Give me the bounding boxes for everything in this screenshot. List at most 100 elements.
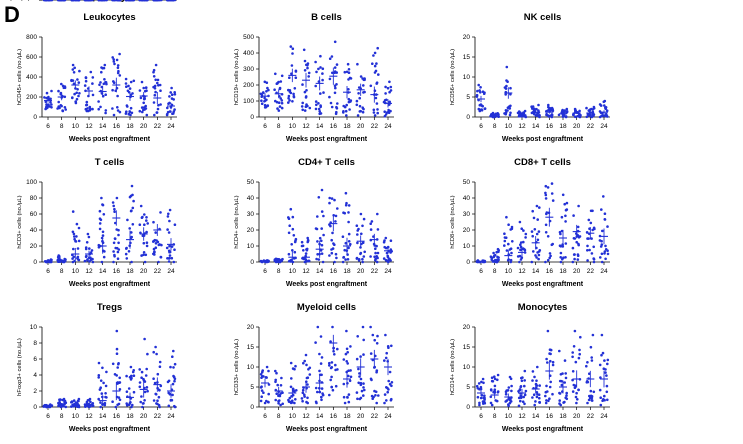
- data-point: [314, 100, 318, 103]
- data-point: [531, 379, 534, 382]
- data-point: [532, 216, 536, 220]
- data-point: [559, 251, 563, 255]
- data-point: [328, 95, 331, 99]
- y-tick-label: 400: [243, 50, 254, 57]
- data-point: [562, 401, 565, 404]
- data-point: [357, 92, 360, 95]
- data-point: [287, 96, 290, 100]
- data-point: [345, 103, 349, 107]
- data-point: [77, 399, 80, 403]
- data-point: [75, 235, 78, 238]
- data-point: [259, 92, 263, 96]
- data-point: [535, 256, 538, 259]
- data-point: [479, 396, 483, 400]
- data-point: [503, 244, 506, 247]
- x-tick-label: 18: [126, 123, 134, 130]
- data-point: [125, 374, 128, 378]
- data-point: [347, 246, 350, 250]
- data-point: [157, 260, 160, 264]
- data-point: [60, 82, 63, 86]
- data-point: [170, 256, 174, 260]
- data-point: [301, 399, 304, 403]
- data-point: [320, 356, 324, 359]
- data-point: [294, 364, 297, 368]
- data-point: [128, 110, 131, 113]
- data-point: [573, 115, 577, 119]
- data-point: [132, 369, 135, 372]
- data-point: [294, 69, 298, 73]
- data-point: [138, 89, 142, 92]
- data-point: [138, 109, 142, 113]
- data-point: [591, 228, 594, 232]
- x-tick-label: 10: [505, 413, 513, 420]
- data-point: [261, 91, 265, 94]
- data-point: [291, 249, 294, 252]
- data-point: [519, 385, 522, 389]
- data-point: [291, 100, 294, 103]
- data-point: [281, 402, 285, 406]
- data-point: [72, 82, 76, 85]
- data-point: [301, 101, 305, 105]
- data-point: [98, 227, 102, 231]
- data-point: [524, 232, 528, 236]
- data-point: [153, 253, 156, 256]
- data-point: [70, 400, 74, 404]
- y-tick-label: 5: [466, 384, 470, 391]
- data-point: [509, 104, 512, 108]
- data-point: [546, 235, 550, 238]
- data-point: [383, 110, 387, 113]
- data-point: [362, 338, 366, 342]
- data-point: [167, 212, 170, 216]
- data-point: [587, 398, 591, 402]
- data-point: [63, 106, 67, 109]
- data-point: [361, 325, 365, 329]
- data-point: [300, 397, 304, 400]
- chart-panel-5: CD4+ T cells 0 10 20 30 40 50 hCD4+ cells (no./…: [234, 157, 394, 288]
- data-point: [605, 374, 608, 377]
- chart-title: Myeloid cells: [297, 302, 356, 313]
- data-point: [124, 112, 128, 115]
- data-point: [100, 196, 103, 200]
- data-point: [334, 363, 337, 367]
- data-point: [373, 338, 377, 342]
- data-point: [99, 386, 102, 390]
- data-point: [124, 77, 128, 81]
- data-point: [104, 384, 108, 388]
- data-point: [562, 256, 565, 260]
- data-point: [544, 191, 547, 195]
- data-point: [519, 399, 522, 403]
- data-point: [260, 102, 264, 105]
- data-point: [145, 216, 148, 219]
- y-tick-label: 60: [30, 211, 38, 218]
- y-axis-label: hCD45+ cells (no./µL): [17, 49, 23, 105]
- data-point: [145, 386, 149, 389]
- data-point: [330, 197, 334, 200]
- data-point: [303, 69, 307, 72]
- data-point: [43, 96, 46, 99]
- data-point: [168, 219, 171, 223]
- data-point: [389, 251, 392, 254]
- data-point: [547, 115, 551, 118]
- data-point: [343, 401, 347, 405]
- data-point: [145, 219, 148, 222]
- data-point: [86, 399, 90, 402]
- x-tick-label: 6: [263, 268, 267, 275]
- data-point: [115, 196, 119, 200]
- y-tick-label: 0: [250, 404, 254, 411]
- y-axis-label: hCD4+ cells (no./µL): [234, 195, 240, 248]
- x-axis-label: Weeks post engraftment: [286, 426, 368, 433]
- data-point: [534, 254, 537, 257]
- data-point: [374, 259, 377, 262]
- data-point: [523, 384, 526, 388]
- chart-panel-2: B cells 0 100 200 300 400 500 hCD19+ cells (no.…: [234, 12, 394, 143]
- data-point: [489, 388, 493, 391]
- data-point: [140, 254, 143, 257]
- data-point: [57, 404, 60, 408]
- data-point: [483, 400, 486, 404]
- data-point: [355, 224, 359, 227]
- chart-title: CD4+ T cells: [298, 157, 355, 168]
- data-point: [559, 255, 562, 259]
- data-point: [531, 209, 534, 213]
- data-point: [551, 242, 554, 246]
- data-point: [141, 110, 144, 114]
